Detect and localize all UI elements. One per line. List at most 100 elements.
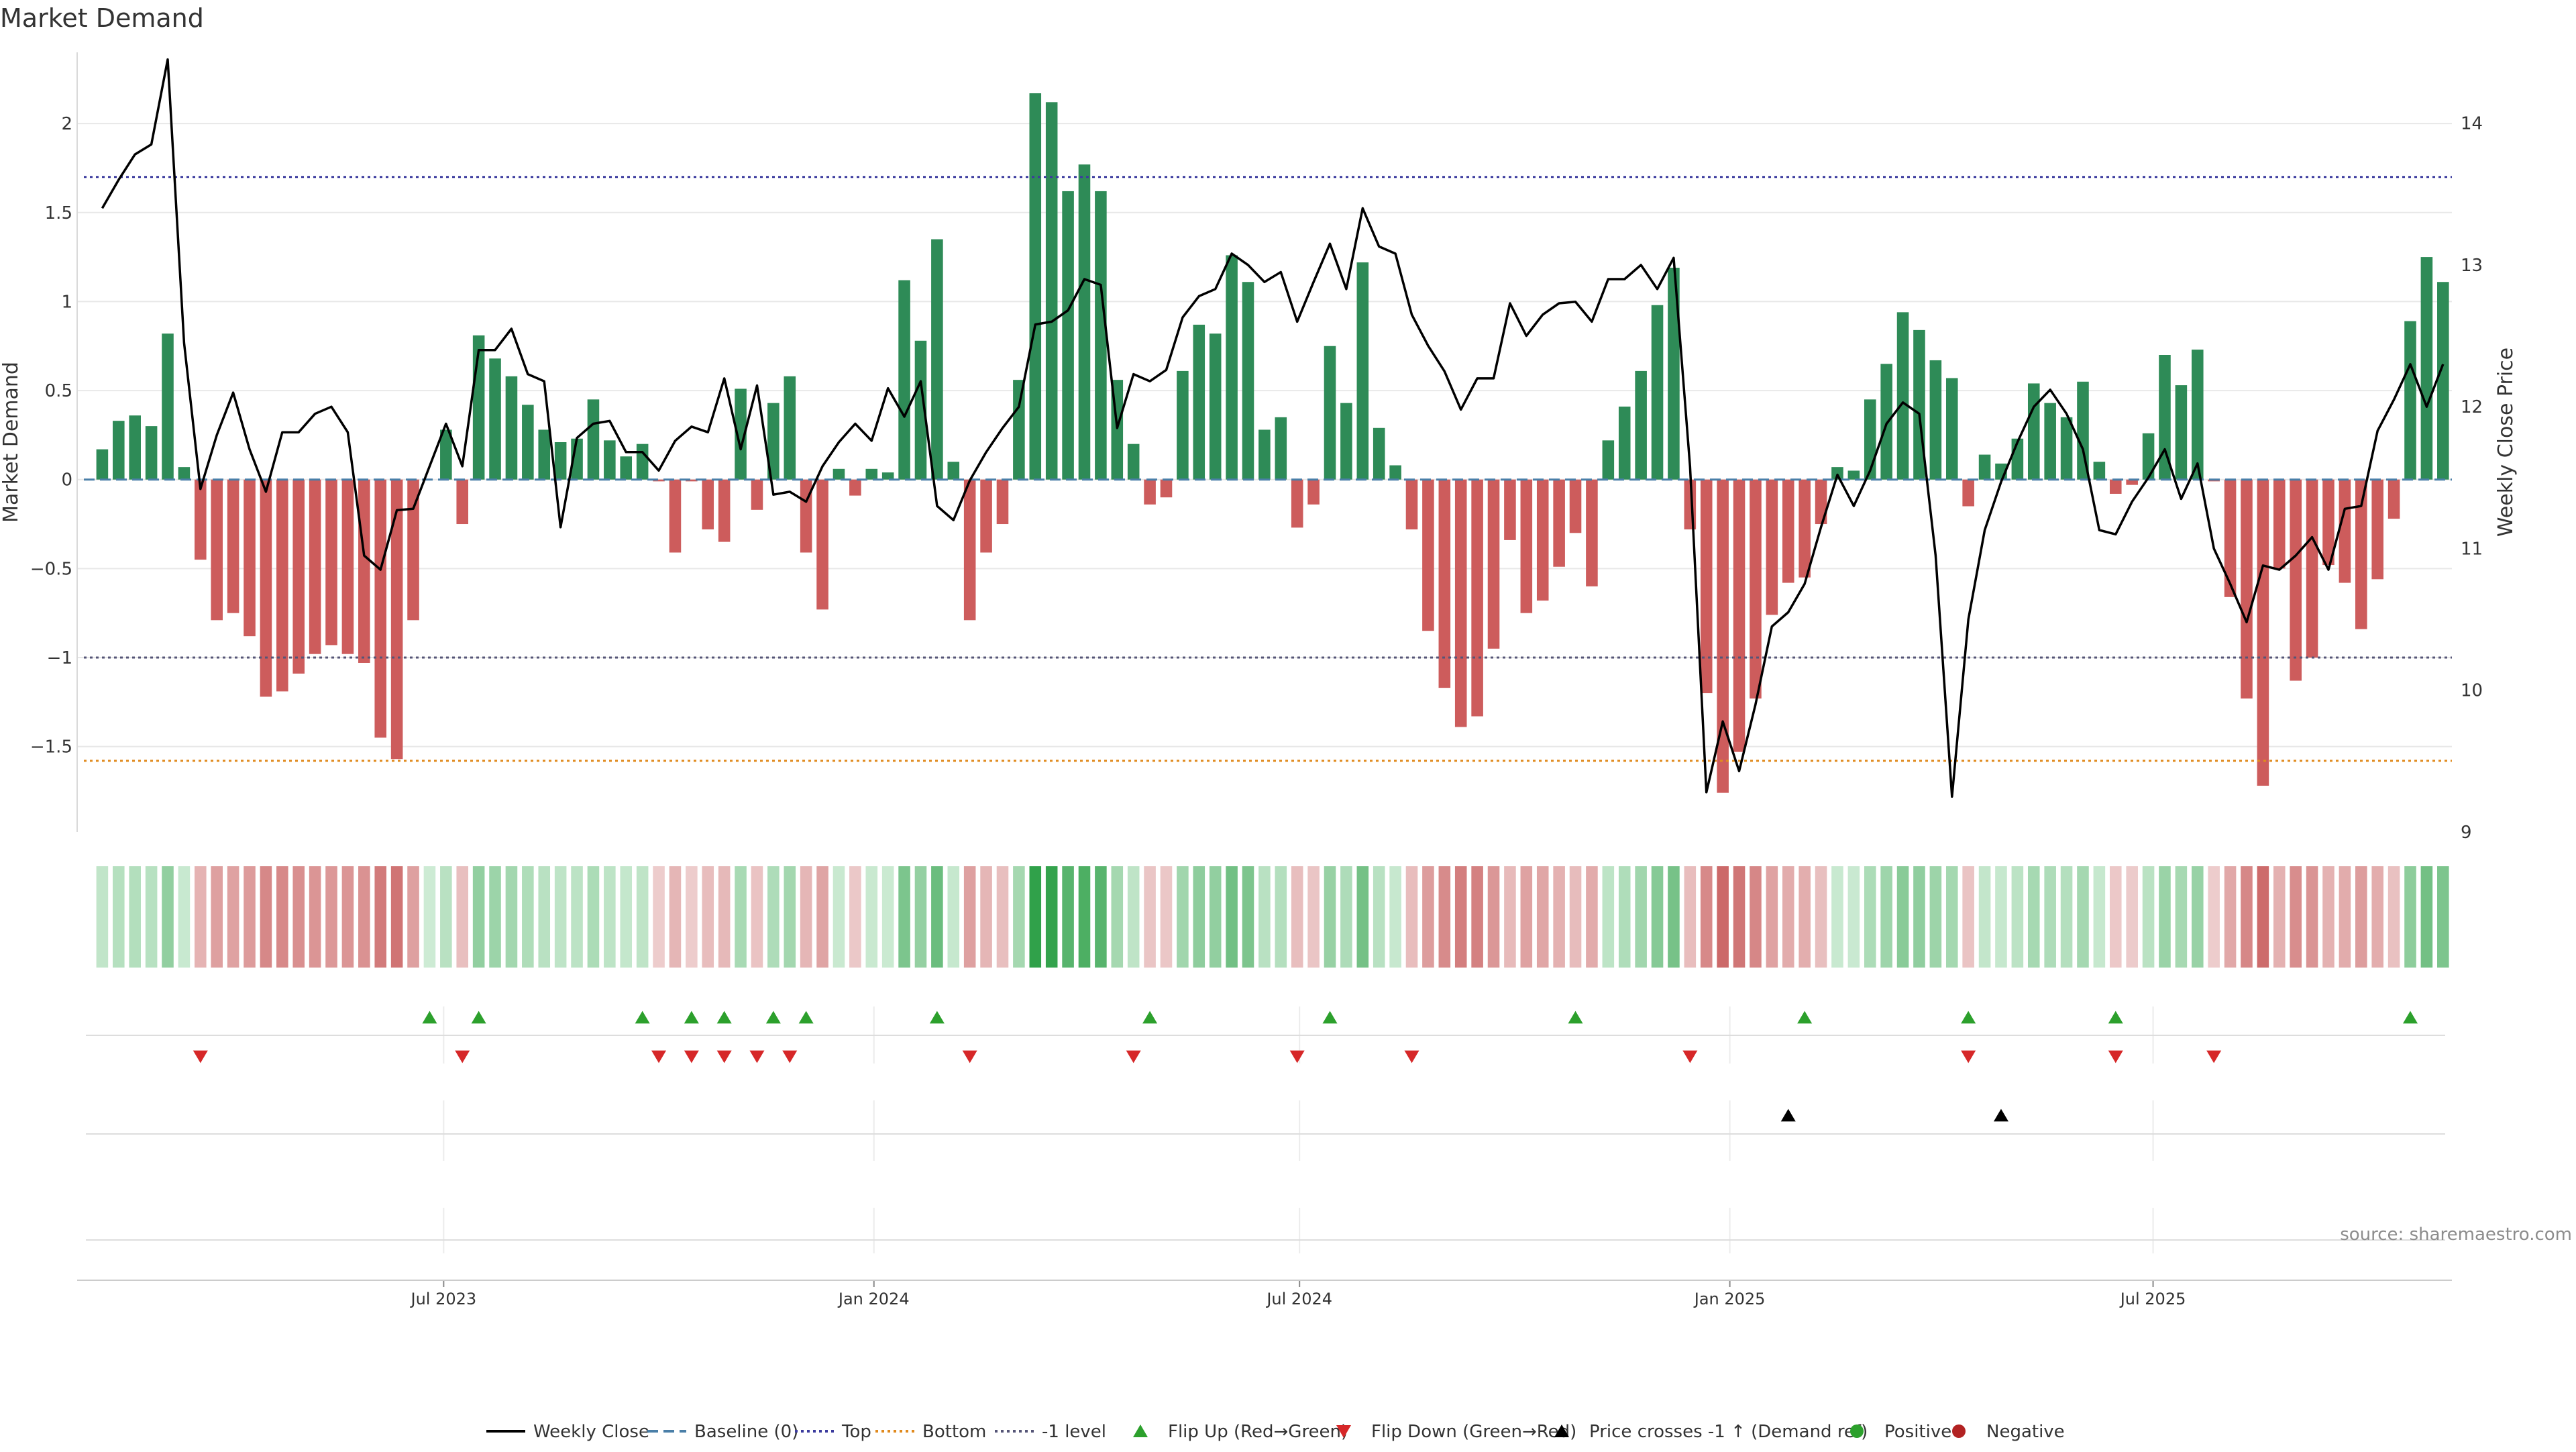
heat-cell bbox=[1029, 866, 1042, 968]
heat-cell bbox=[2126, 866, 2138, 968]
heat-cell bbox=[1095, 866, 1107, 968]
demand-bar bbox=[522, 405, 534, 480]
source-label: source: sharemaestro.com bbox=[2340, 1225, 2572, 1245]
demand-bar bbox=[309, 479, 321, 654]
demand-bar bbox=[1127, 444, 1140, 480]
heat-cell bbox=[571, 866, 583, 968]
demand-bar bbox=[1454, 479, 1467, 727]
legend-swatch-triangle-up bbox=[1554, 1424, 1569, 1437]
heat-cell bbox=[1111, 866, 1124, 968]
heat-cell bbox=[1929, 866, 1942, 968]
heat-cell bbox=[1389, 866, 1401, 968]
demand-bar bbox=[1569, 479, 1582, 533]
legend-label: Top bbox=[841, 1422, 871, 1442]
heat-cell bbox=[211, 866, 223, 968]
demand-bar bbox=[1635, 370, 1647, 480]
legend-label: Flip Up (Red→Green) bbox=[1168, 1422, 1348, 1442]
flip-down-marker bbox=[2206, 1050, 2222, 1064]
heat-cell bbox=[2322, 866, 2334, 968]
demand-bar bbox=[2257, 479, 2269, 786]
heat-cell bbox=[1750, 866, 1762, 968]
flip-up-marker bbox=[684, 1010, 699, 1024]
flip-up-marker bbox=[1961, 1010, 1976, 1024]
heat-cell bbox=[669, 866, 682, 968]
demand-bar bbox=[1013, 380, 1025, 480]
demand-bar bbox=[2159, 355, 2171, 480]
heat-cell bbox=[587, 866, 600, 968]
heat-cell bbox=[1144, 866, 1156, 968]
heat-cell bbox=[276, 866, 288, 968]
legend-label: Weekly Close bbox=[533, 1422, 649, 1442]
heat-cell bbox=[1651, 866, 1664, 968]
heat-cell bbox=[1602, 866, 1615, 968]
demand-bar bbox=[1815, 479, 1827, 525]
demand-bar bbox=[2191, 350, 2204, 480]
demand-bar bbox=[440, 429, 452, 480]
demand-bar bbox=[1733, 479, 1746, 752]
flip-down-marker bbox=[651, 1050, 667, 1064]
heat-cell bbox=[2208, 866, 2220, 968]
heat-cell bbox=[1275, 866, 1287, 968]
demand-bar bbox=[276, 479, 288, 692]
heat-cell bbox=[1078, 866, 1091, 968]
demand-bar bbox=[129, 415, 141, 480]
y-tick-label: 0.5 bbox=[45, 381, 72, 401]
legend-item: -1 level bbox=[995, 1422, 1106, 1442]
legend-label: Bottom bbox=[922, 1422, 986, 1442]
heat-cell bbox=[1226, 866, 1238, 968]
heat-cell bbox=[1520, 866, 1533, 968]
heat-cell bbox=[784, 866, 796, 968]
heat-cell bbox=[735, 866, 747, 968]
demand-bar bbox=[1177, 370, 1189, 480]
demand-bar bbox=[914, 340, 927, 480]
demand-bar bbox=[1978, 454, 1991, 480]
heat-cell bbox=[620, 866, 633, 968]
legend-item: Baseline (0) bbox=[647, 1422, 798, 1442]
chart-title: Market Demand bbox=[0, 3, 204, 33]
heat-cell bbox=[1553, 866, 1565, 968]
heat-cell bbox=[162, 866, 174, 968]
demand-bar bbox=[1160, 479, 1173, 498]
heat-cell bbox=[1405, 866, 1418, 968]
x-tick-label: Jul 2024 bbox=[1265, 1290, 1332, 1308]
heat-cell bbox=[1324, 866, 1336, 968]
demand-bar bbox=[686, 479, 698, 482]
demand-bar bbox=[1438, 479, 1451, 688]
heat-cell bbox=[718, 866, 731, 968]
heat-cell bbox=[2159, 866, 2171, 968]
heat-cell bbox=[1422, 866, 1434, 968]
demand-bar bbox=[1144, 479, 1156, 505]
heat-cell bbox=[865, 866, 878, 968]
heat-cell bbox=[1815, 866, 1827, 968]
demand-bar bbox=[2387, 479, 2400, 519]
heat-cell bbox=[505, 866, 518, 968]
flip-up-marker bbox=[471, 1010, 486, 1024]
heat-cell bbox=[423, 866, 436, 968]
heat-cell bbox=[178, 866, 191, 968]
heat-cell bbox=[1487, 866, 1500, 968]
heat-cell bbox=[833, 866, 845, 968]
flip-down-marker bbox=[782, 1050, 798, 1064]
demand-bar bbox=[1782, 479, 1794, 583]
heat-cell bbox=[292, 866, 305, 968]
demand-bar bbox=[195, 479, 207, 560]
demand-bar bbox=[1618, 406, 1631, 480]
demand-bar bbox=[980, 479, 992, 553]
heat-cell bbox=[1945, 866, 1958, 968]
demand-bar bbox=[2027, 383, 2040, 480]
heat-cell bbox=[2027, 866, 2040, 968]
demand-bar bbox=[178, 467, 191, 480]
heat-cell bbox=[1995, 866, 2007, 968]
heat-cell bbox=[1209, 866, 1222, 968]
demand-bar bbox=[407, 479, 419, 621]
demand-bar bbox=[1847, 470, 1860, 480]
demand-bar bbox=[2339, 479, 2351, 583]
heat-cell bbox=[1471, 866, 1483, 968]
heat-cell bbox=[963, 866, 976, 968]
demand-bar bbox=[538, 429, 551, 480]
heat-cell bbox=[1340, 866, 1352, 968]
flip-up-marker bbox=[2403, 1010, 2418, 1024]
flip-up-marker bbox=[1568, 1010, 1583, 1024]
heat-cell bbox=[1045, 866, 1058, 968]
